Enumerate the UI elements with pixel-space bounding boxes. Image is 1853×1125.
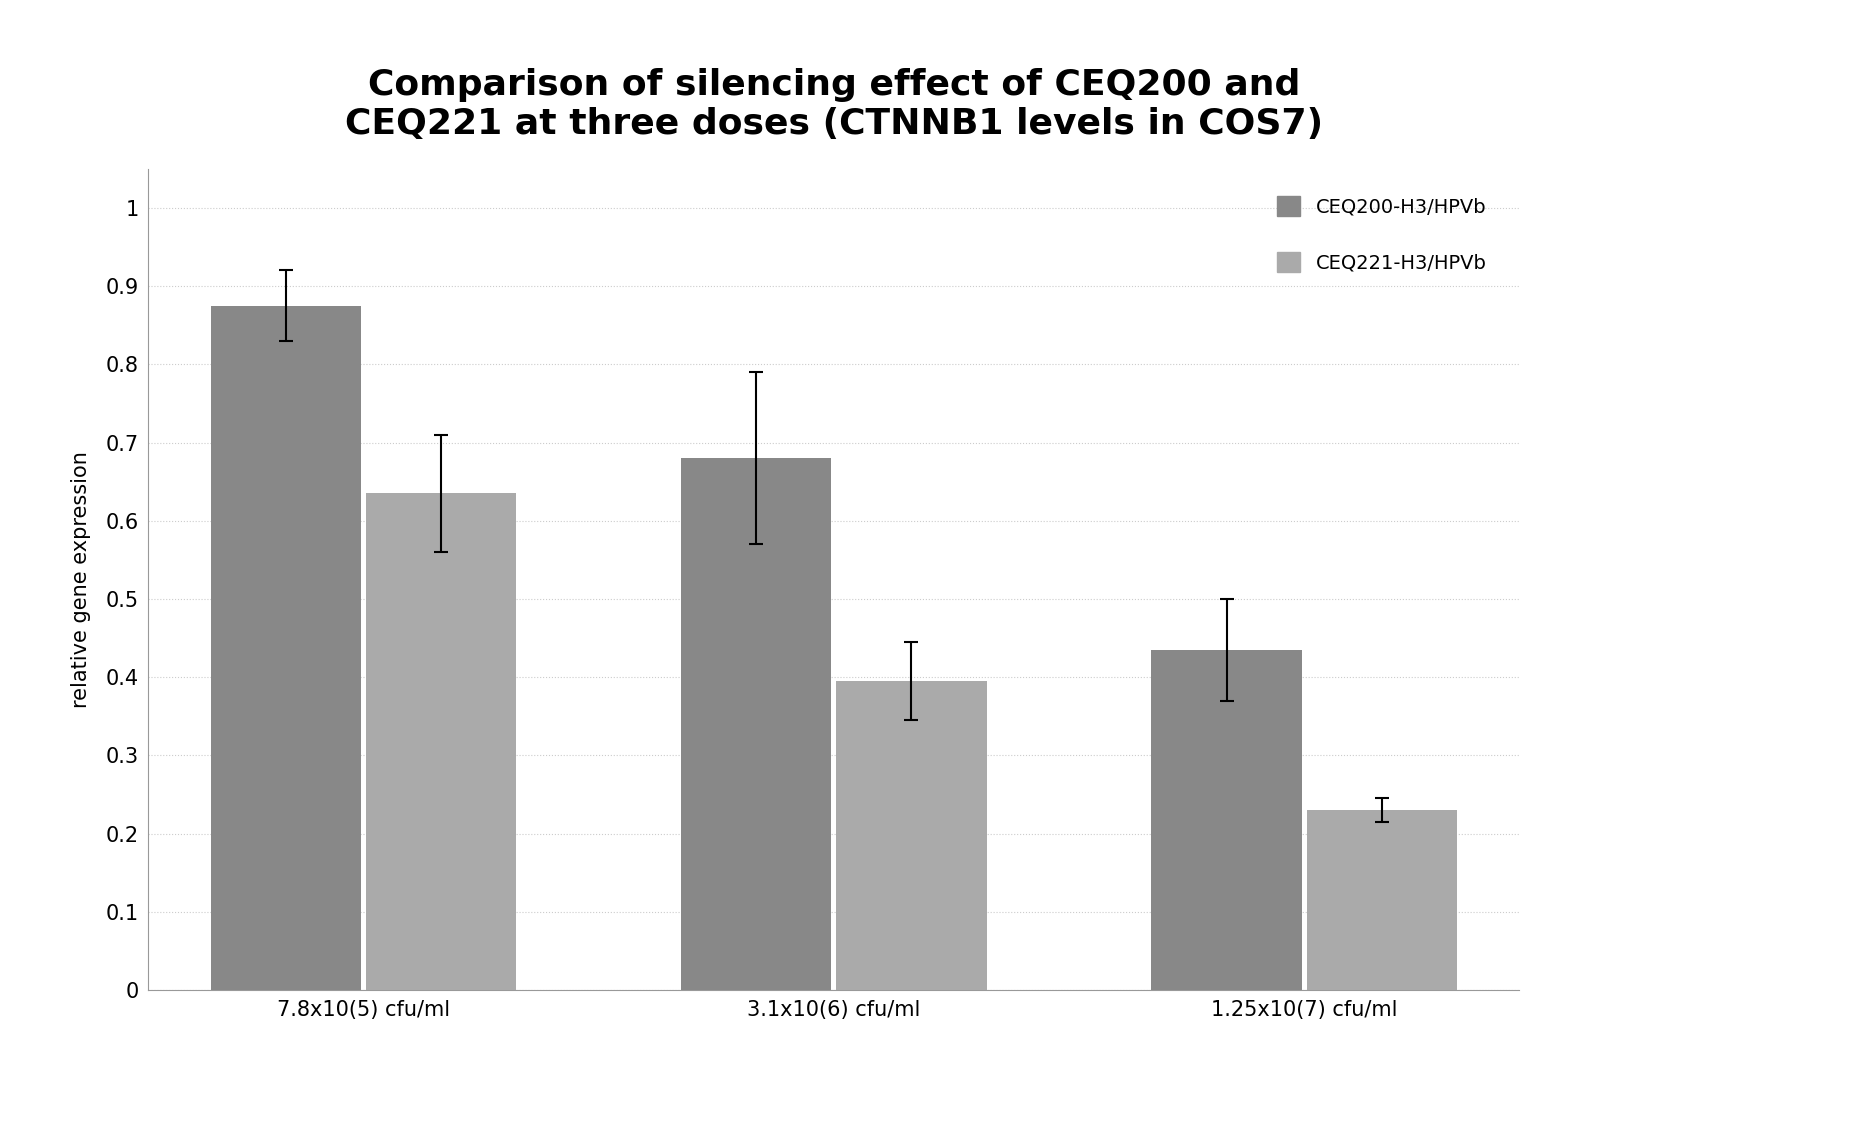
Bar: [680, 458, 832, 990]
Bar: [836, 681, 988, 990]
Bar: [211, 306, 361, 990]
Bar: [1151, 650, 1303, 990]
Y-axis label: relative gene expression: relative gene expression: [72, 451, 91, 708]
Bar: [365, 494, 517, 990]
Bar: [1306, 810, 1456, 990]
Title: Comparison of silencing effect of CEQ200 and
CEQ221 at three doses (CTNNB1 level: Comparison of silencing effect of CEQ200…: [345, 68, 1323, 141]
Legend: CEQ200-H3/HPVb, CEQ221-H3/HPVb: CEQ200-H3/HPVb, CEQ221-H3/HPVb: [1267, 187, 1495, 282]
